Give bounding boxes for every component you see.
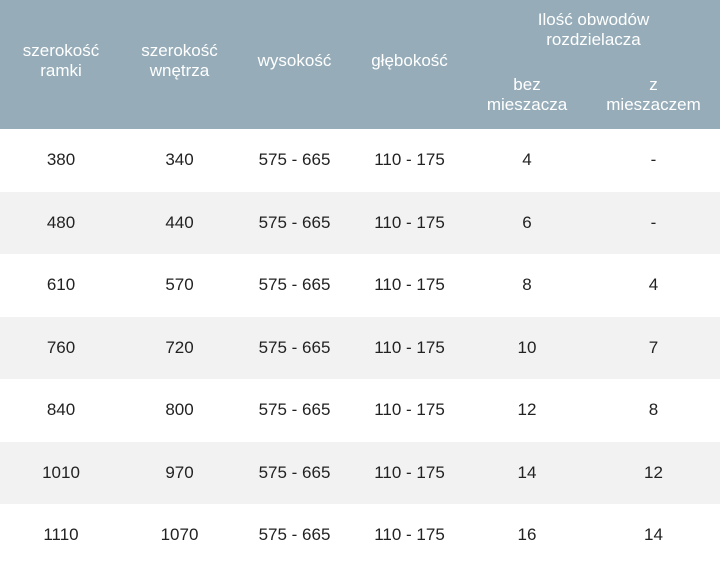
header-text: szerokość xyxy=(22,41,100,60)
cell-without-mixer: 8 xyxy=(522,275,532,295)
header-text: bez xyxy=(513,75,541,94)
header-without-mixer: bez mieszacza xyxy=(467,74,587,116)
cell-with-mixer: 4 xyxy=(648,275,659,295)
cell-frame-width: 760 xyxy=(46,337,76,357)
cell-without-mixer: 10 xyxy=(517,337,537,357)
cell-frame-width: 1010 xyxy=(42,462,80,482)
header-text: mieszacza xyxy=(486,95,568,114)
cell-depth: 110 - 175 xyxy=(374,212,445,232)
cell-frame-width: 610 xyxy=(46,275,76,295)
cell-frame-width: 480 xyxy=(46,212,76,232)
cell-depth: 110 - 175 xyxy=(374,525,445,545)
header-depth: głębokość xyxy=(371,51,448,70)
cell-with-mixer: 7 xyxy=(648,337,659,357)
header-frame-width: szerokość ramki xyxy=(0,40,122,82)
cell-depth: 110 - 175 xyxy=(374,275,445,295)
cell-depth: 110 - 175 xyxy=(374,462,445,482)
cell-depth: 110 - 175 xyxy=(374,150,445,170)
cell-height: 575 - 665 xyxy=(258,275,331,295)
cell-inner-width: 1070 xyxy=(160,525,199,545)
cell-inner-width: 720 xyxy=(165,337,194,357)
cell-height: 575 - 665 xyxy=(258,400,331,420)
cell-inner-width: 970 xyxy=(165,462,194,482)
table-row: 380 340 575 - 665 110 - 175 4 - xyxy=(0,129,720,192)
header-text: ramki xyxy=(40,61,82,80)
cell-without-mixer: 6 xyxy=(522,212,532,232)
cell-height: 575 - 665 xyxy=(258,150,331,170)
cell-frame-width: 380 xyxy=(46,150,76,170)
cell-with-mixer: 8 xyxy=(648,400,659,420)
table-row: 760 720 575 - 665 110 - 175 10 7 xyxy=(0,316,720,379)
table-row: 480 440 575 - 665 110 - 175 6 - xyxy=(0,191,720,254)
cell-without-mixer: 16 xyxy=(517,525,537,545)
cell-frame-width: 1110 xyxy=(43,525,79,545)
cell-with-mixer: 12 xyxy=(644,462,663,482)
cell-inner-width: 570 xyxy=(165,275,194,295)
header-text: wnętrza xyxy=(149,61,210,80)
table-row: 1010 970 575 - 665 110 - 175 14 12 xyxy=(0,441,720,504)
cell-with-mixer: 14 xyxy=(644,525,663,545)
cell-inner-width: 800 xyxy=(165,400,194,420)
cell-frame-width: 840 xyxy=(46,400,76,420)
cell-without-mixer: 14 xyxy=(517,462,537,482)
cell-height: 575 - 665 xyxy=(258,212,331,232)
cell-without-mixer: 4 xyxy=(522,150,532,170)
table-header: szerokość ramki szerokość wnętrza wysokość… xyxy=(0,0,720,129)
header-circuits: Ilość obwodów rozdzielacza xyxy=(467,9,720,51)
header-text: mieszaczem xyxy=(606,95,701,114)
cell-with-mixer: - xyxy=(650,150,657,170)
cell-height: 575 - 665 xyxy=(258,525,331,545)
table-row: 840 800 575 - 665 110 - 175 12 8 xyxy=(0,379,720,442)
cell-with-mixer: - xyxy=(650,212,657,232)
header-text: rozdzielacza xyxy=(546,30,641,49)
header-text: z xyxy=(649,75,658,94)
header-inner-width: szerokość wnętrza xyxy=(122,40,237,82)
table-row: 610 570 575 - 665 110 - 175 8 4 xyxy=(0,254,720,317)
cell-without-mixer: 12 xyxy=(517,400,537,420)
cell-height: 575 - 665 xyxy=(258,337,331,357)
header-text: Ilość obwodów xyxy=(537,10,650,29)
table-row: 1110 1070 575 - 665 110 - 175 16 14 xyxy=(0,504,720,567)
cell-height: 575 - 665 xyxy=(258,462,331,482)
cell-inner-width: 340 xyxy=(165,150,194,170)
cell-depth: 110 - 175 xyxy=(374,337,445,357)
cell-inner-width: 440 xyxy=(165,212,194,232)
table-body: 380 340 575 - 665 110 - 175 4 - 480 440 575 - 66… xyxy=(0,129,720,567)
header-height: wysokość xyxy=(257,51,332,70)
cell-depth: 110 - 175 xyxy=(374,400,445,420)
header-text: szerokość xyxy=(141,41,218,60)
header-with-mixer: z mieszaczem xyxy=(587,74,720,116)
